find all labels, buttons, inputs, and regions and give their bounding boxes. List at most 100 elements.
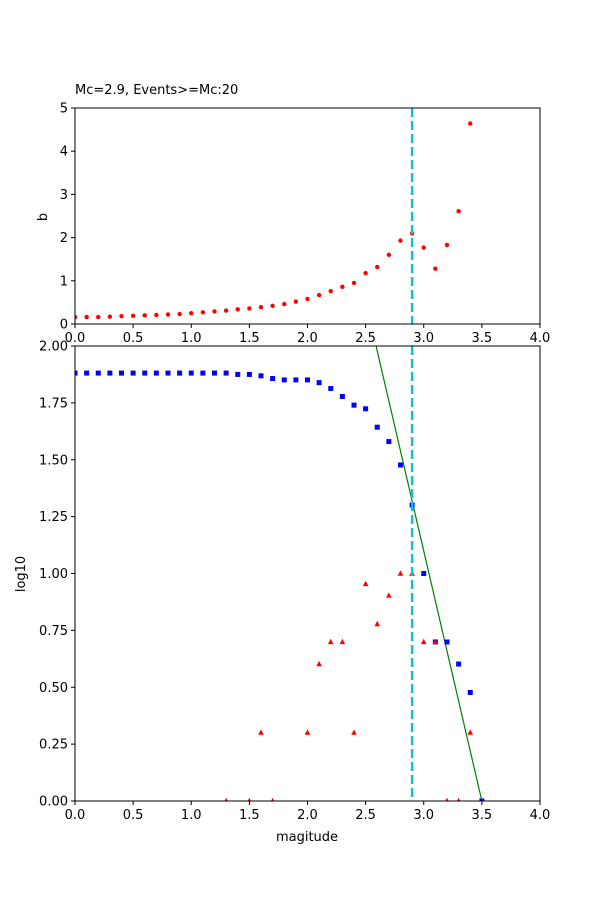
top-b-value-point (316, 292, 322, 298)
bottom-noncumulative-point (270, 797, 275, 801)
top-chart: 0.0 0.5 1.0 1.5 2.0 2.5 3.0 3.5 4.0 0 1 2 3 4 5 Mc=2.9… (36, 83, 550, 346)
bottom-cumulative-point (95, 370, 101, 376)
bottom-noncumulative-point (467, 729, 474, 735)
bottom-cumulative-point (479, 798, 485, 801)
bottom-cumulative-point (351, 402, 357, 408)
bottom-noncumulative-point (247, 797, 252, 801)
bottom-noncumulative-point (456, 797, 461, 801)
top-b-value-point (107, 314, 113, 319)
top-x-tick-label: 4.0 (530, 331, 551, 346)
top-b-value-point (375, 264, 380, 270)
top-b-value-point (154, 312, 159, 318)
top-b-value-point (398, 238, 403, 243)
bottom-chart: 0.0 0.5 1.0 1.5 2.0 2.5 3.0 3.5 4.0 0.00 0.25 0.50 0… (14, 340, 550, 846)
bottom-cumulative-point (467, 689, 473, 695)
top-b-value-point (84, 314, 89, 320)
bottom-noncumulative-point (351, 729, 357, 735)
top-x-tick-label: 2.0 (297, 331, 318, 346)
top-b-value-point (444, 242, 450, 248)
top-b-value-point (177, 311, 182, 317)
bottom-y-tick-label: 0.50 (39, 681, 68, 696)
bottom-cumulative-point (200, 370, 206, 376)
bottom-cumulative-point (153, 370, 159, 376)
bottom-chart-axes: 0.0 0.5 1.0 1.5 2.0 2.5 3.0 3.5 4.0 0.00 0.25 0.50 0… (39, 340, 550, 824)
bottom-fit-line (375, 346, 483, 801)
top-b-value-point (328, 288, 333, 294)
bottom-x-tick-label: 2.5 (355, 808, 376, 823)
bottom-cumulative-point (188, 370, 194, 376)
bottom-x-tick-label: 0.0 (65, 808, 86, 823)
bottom-cumulative-point (328, 386, 334, 392)
bottom-noncumulative-point (258, 729, 264, 735)
top-chart-title: Mc=2.9, Events>=Mc:20 (75, 83, 238, 98)
bottom-noncumulative-point (224, 797, 228, 801)
top-b-value-point (165, 312, 171, 317)
bottom-cumulative-point (177, 370, 183, 376)
bottom-cumulative-point (235, 371, 241, 377)
top-b-value-point (96, 314, 101, 320)
top-y-tick-label: 3 (60, 188, 68, 203)
bottom-cumulative-point (374, 424, 380, 430)
bottom-y-tick-label: 1.50 (39, 453, 68, 468)
bottom-cumulative-point (281, 377, 287, 383)
top-y-tick-label: 5 (60, 102, 68, 117)
bottom-noncumulative-point (304, 729, 311, 735)
top-b-value-point (456, 209, 461, 214)
bottom-cumulative-point (293, 377, 299, 383)
top-b-value-point (212, 309, 217, 314)
bottom-noncumulative-point (386, 592, 392, 598)
top-y-tick-label: 1 (60, 274, 68, 289)
bottom-cumulative-point (339, 394, 345, 400)
top-chart-axes: 0.0 0.5 1.0 1.5 2.0 2.5 3.0 3.5 4.0 0 1 2 3 4 5 (60, 102, 551, 347)
top-b-value-point (340, 284, 345, 290)
top-x-tick-label: 1.0 (181, 331, 202, 346)
top-chart-y-label: b (36, 213, 51, 221)
top-x-tick-label: 1.5 (239, 331, 260, 346)
bottom-x-tick-label: 3.0 (413, 808, 434, 823)
bottom-cumulative-point (107, 370, 113, 376)
bottom-noncumulative-point (432, 638, 439, 645)
top-b-value-point (351, 280, 357, 286)
top-b-value-point (75, 314, 78, 320)
bottom-chart-marks (75, 346, 485, 801)
bottom-cumulative-point (212, 370, 217, 376)
top-b-value-point (433, 266, 438, 271)
bottom-noncumulative-point (362, 580, 369, 587)
bottom-cumulative-point (142, 370, 148, 376)
top-b-value-point (468, 121, 473, 126)
top-y-tick-label: 4 (60, 145, 68, 160)
bottom-y-tick-label: 0.25 (39, 738, 68, 753)
bottom-noncumulative-point (374, 620, 381, 627)
top-b-value-point (235, 307, 240, 312)
top-b-value-point (305, 296, 310, 302)
bottom-x-tick-label: 0.5 (123, 808, 144, 823)
bottom-x-tick-label: 2.0 (297, 808, 318, 823)
top-b-value-point (270, 303, 275, 309)
bottom-y-tick-label: 1.75 (39, 396, 68, 411)
top-b-value-point (223, 308, 229, 313)
top-b-value-point (142, 313, 147, 318)
bottom-y-tick-label: 0.00 (39, 795, 68, 810)
bottom-cumulative-point (84, 370, 90, 376)
bottom-noncumulative-point (316, 660, 322, 667)
top-b-value-point (119, 314, 124, 319)
bottom-cumulative-point (444, 639, 450, 645)
top-x-tick-label: 0.0 (65, 331, 86, 346)
bottom-x-tick-label: 4.0 (530, 808, 551, 823)
bottom-cumulative-point (165, 370, 171, 376)
bottom-x-tick-label: 1.0 (181, 808, 202, 823)
top-x-tick-label: 3.5 (472, 331, 493, 346)
top-b-value-point (130, 313, 136, 318)
bottom-cumulative-point (456, 661, 462, 667)
bottom-y-tick-label: 1.00 (39, 567, 68, 582)
bottom-cumulative-point (119, 370, 124, 376)
bottom-chart-y-label: log10 (14, 556, 29, 592)
bottom-cumulative-point (246, 371, 252, 377)
bottom-noncumulative-point (397, 570, 404, 576)
bottom-cumulative-point (75, 370, 78, 376)
bottom-cumulative-point (305, 377, 310, 383)
top-b-value-point (421, 245, 426, 250)
bottom-chart-x-label: magitude (276, 830, 338, 845)
